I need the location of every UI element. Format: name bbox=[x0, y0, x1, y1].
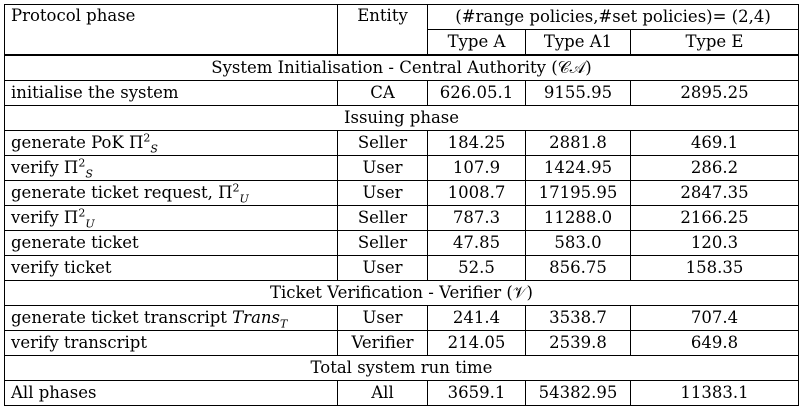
type-a1-cell: 11288.0 bbox=[525, 205, 631, 231]
table-row: initialise the system CA 626.05.1 9155.9… bbox=[4, 80, 799, 106]
type-a1-cell: 9155.95 bbox=[525, 80, 631, 106]
phase-cell: generate ticket bbox=[4, 230, 338, 256]
type-e-cell: 2166.25 bbox=[630, 205, 799, 231]
policies-header: (#range policies,#set policies)= (2,4) bbox=[427, 4, 799, 30]
type-a-cell: 214.05 bbox=[427, 330, 526, 356]
entity-cell: User bbox=[337, 155, 428, 181]
type-e-cell: 707.4 bbox=[630, 305, 799, 331]
type-a-cell: 47.85 bbox=[427, 230, 526, 256]
table-row: generate ticket Seller 47.85 583.0 120.3 bbox=[4, 230, 799, 256]
phase-sup: 2 bbox=[78, 206, 86, 220]
type-e-cell: 158.35 bbox=[630, 255, 799, 281]
type-a-cell: 107.9 bbox=[427, 155, 526, 181]
entity-cell: Seller bbox=[337, 205, 428, 231]
entity-header: Entity bbox=[337, 4, 428, 30]
section-row: Ticket Verification - Verifier (𝒱) bbox=[4, 280, 799, 306]
type-a-cell: 241.4 bbox=[427, 305, 526, 331]
section-row: System Initialisation - Central Authorit… bbox=[4, 54, 799, 81]
type-a1-cell: 2539.8 bbox=[525, 330, 631, 356]
type-a-cell: 626.05.1 bbox=[427, 80, 526, 106]
type-e-cell: 286.2 bbox=[630, 155, 799, 181]
section-issuing-label: Issuing phase bbox=[4, 105, 799, 131]
header-row: Protocol phase Entity (#range policies,#… bbox=[4, 4, 799, 30]
table-row: generate PoK Π2S Seller 184.25 2881.8 46… bbox=[4, 130, 799, 156]
type-a1-cell: 1424.95 bbox=[525, 155, 631, 181]
type-e-cell: 120.3 bbox=[630, 230, 799, 256]
type-e-cell: 469.1 bbox=[630, 130, 799, 156]
phase-cell: initialise the system bbox=[4, 80, 338, 106]
table-row: generate ticket request, Π2U User 1008.7… bbox=[4, 180, 799, 206]
entity-cell: All bbox=[337, 380, 428, 406]
results-table: Protocol phase Entity (#range policies,#… bbox=[4, 4, 799, 406]
phase-cell: verify transcript bbox=[4, 330, 338, 356]
blank-cell bbox=[337, 29, 428, 56]
type-a-cell: 52.5 bbox=[427, 255, 526, 281]
type-a1-cell: 583.0 bbox=[525, 230, 631, 256]
type-e-header: Type E bbox=[630, 29, 799, 56]
phase-text: generate ticket request, Π bbox=[11, 183, 233, 202]
section-row: Issuing phase bbox=[4, 105, 799, 131]
type-a-header: Type A bbox=[427, 29, 526, 56]
table-row: generate ticket transcript TransT User 2… bbox=[4, 305, 799, 331]
section-row: Total system run time bbox=[4, 355, 799, 381]
phase-sub: T bbox=[280, 317, 288, 331]
type-header-row: Type A Type A1 Type E bbox=[4, 29, 799, 56]
section-init-label: System Initialisation - Central Authorit… bbox=[4, 54, 799, 81]
phase-sub: U bbox=[239, 192, 249, 206]
type-e-cell: 649.8 bbox=[630, 330, 799, 356]
phase-cell: generate PoK Π2S bbox=[4, 130, 338, 156]
type-a1-cell: 17195.95 bbox=[525, 180, 631, 206]
section-total-label: Total system run time bbox=[4, 355, 799, 381]
type-e-cell: 2847.35 bbox=[630, 180, 799, 206]
type-a-cell: 787.3 bbox=[427, 205, 526, 231]
entity-cell: Verifier bbox=[337, 330, 428, 356]
entity-cell: User bbox=[337, 255, 428, 281]
table-row: All phases All 3659.1 54382.95 11383.1 bbox=[4, 380, 799, 406]
entity-cell: User bbox=[337, 180, 428, 206]
phase-sup: 2 bbox=[232, 181, 240, 195]
type-a1-cell: 2881.8 bbox=[525, 130, 631, 156]
entity-cell: Seller bbox=[337, 130, 428, 156]
table-row: verify Π2S User 107.9 1424.95 286.2 bbox=[4, 155, 799, 181]
table-row: verify ticket User 52.5 856.75 158.35 bbox=[4, 255, 799, 281]
type-a1-header: Type A1 bbox=[525, 29, 631, 56]
phase-text: generate ticket transcript bbox=[11, 308, 233, 327]
phase-sup: 2 bbox=[143, 131, 151, 145]
type-a-cell: 3659.1 bbox=[427, 380, 526, 406]
protocol-phase-header: Protocol phase bbox=[4, 4, 338, 30]
phase-sub: U bbox=[85, 217, 95, 231]
phase-sub: S bbox=[85, 167, 93, 181]
type-a1-cell: 54382.95 bbox=[525, 380, 631, 406]
phase-text: verify Π bbox=[11, 158, 79, 177]
phase-text: generate PoK Π bbox=[11, 133, 144, 152]
type-a-cell: 184.25 bbox=[427, 130, 526, 156]
phase-cell: generate ticket request, Π2U bbox=[4, 180, 338, 206]
type-a1-cell: 856.75 bbox=[525, 255, 631, 281]
phase-cell: verify ticket bbox=[4, 255, 338, 281]
type-e-cell: 11383.1 bbox=[630, 380, 799, 406]
entity-cell: CA bbox=[337, 80, 428, 106]
phase-math: Trans bbox=[232, 308, 280, 327]
type-a-cell: 1008.7 bbox=[427, 180, 526, 206]
phase-cell: verify Π2S bbox=[4, 155, 338, 181]
phase-cell: verify Π2U bbox=[4, 205, 338, 231]
blank-cell bbox=[4, 29, 338, 56]
type-a1-cell: 3538.7 bbox=[525, 305, 631, 331]
phase-sub: S bbox=[150, 142, 158, 156]
phase-cell: All phases bbox=[4, 380, 338, 406]
phase-text: verify Π bbox=[11, 208, 79, 227]
section-verification-label: Ticket Verification - Verifier (𝒱) bbox=[4, 280, 799, 306]
type-e-cell: 2895.25 bbox=[630, 80, 799, 106]
table-row: verify transcript Verifier 214.05 2539.8… bbox=[4, 330, 799, 356]
entity-cell: User bbox=[337, 305, 428, 331]
table-row: verify Π2U Seller 787.3 11288.0 2166.25 bbox=[4, 205, 799, 231]
phase-sup: 2 bbox=[78, 156, 86, 170]
phase-cell: generate ticket transcript TransT bbox=[4, 305, 338, 331]
entity-cell: Seller bbox=[337, 230, 428, 256]
